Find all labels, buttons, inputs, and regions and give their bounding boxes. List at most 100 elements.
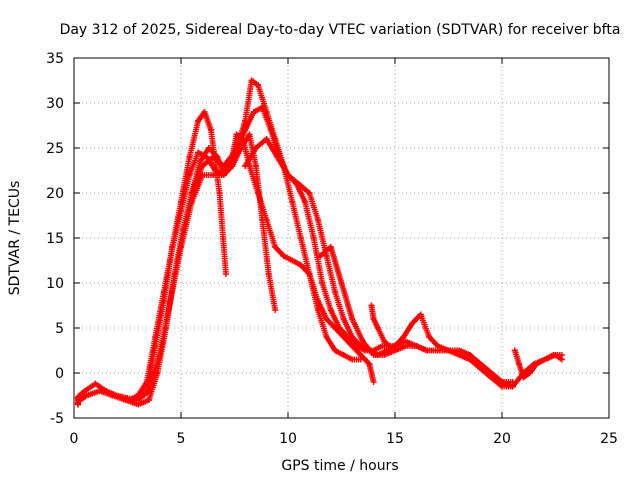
data-point xyxy=(135,397,142,403)
data-point xyxy=(516,361,523,367)
x-axis-label: GPS time / hours xyxy=(281,458,398,474)
data-point xyxy=(216,190,223,196)
y-tick-label: 15 xyxy=(46,231,64,247)
data-point xyxy=(205,145,212,151)
x-tick-label: 5 xyxy=(177,431,186,447)
data-point xyxy=(499,383,505,390)
data-point xyxy=(252,163,259,169)
data-point xyxy=(381,338,388,345)
x-tick-label: 0 xyxy=(70,431,79,447)
data-point xyxy=(289,257,296,264)
data-point xyxy=(248,77,255,84)
data-point xyxy=(374,325,381,331)
x-tick-label: 10 xyxy=(279,431,297,447)
data-point xyxy=(520,374,527,381)
data-point xyxy=(143,379,150,385)
chart-title: Day 312 of 2025, Sidereal Day-to-day VTE… xyxy=(60,22,621,38)
data-point xyxy=(242,127,249,133)
data-point xyxy=(126,397,133,403)
series-track xyxy=(317,244,514,385)
data-point xyxy=(392,347,398,354)
data-point xyxy=(400,334,407,340)
data-point xyxy=(274,154,281,160)
data-point xyxy=(402,343,409,349)
data-point xyxy=(526,370,533,376)
data-point xyxy=(379,343,386,349)
data-point xyxy=(220,163,227,169)
data-point xyxy=(109,392,116,399)
data-point xyxy=(332,347,339,354)
data-point xyxy=(370,352,377,358)
y-axis-label: SDTVAR / TECUs xyxy=(7,181,23,296)
data-point xyxy=(272,244,279,250)
data-point xyxy=(381,352,388,358)
grid xyxy=(74,58,609,418)
data-point xyxy=(533,361,540,367)
data-point xyxy=(280,253,287,259)
data-point xyxy=(210,172,217,178)
data-point xyxy=(188,199,195,205)
data-point xyxy=(340,352,347,358)
data-point xyxy=(306,190,313,196)
data-point xyxy=(195,149,202,156)
data-point xyxy=(302,199,309,205)
data-point xyxy=(267,127,274,133)
data-point xyxy=(263,136,270,142)
data-point xyxy=(336,325,343,331)
data-point xyxy=(558,352,565,358)
data-point xyxy=(81,388,88,394)
data-point xyxy=(178,208,184,214)
data-point xyxy=(222,271,229,277)
data-point xyxy=(242,163,249,169)
data-point xyxy=(417,311,424,318)
data-point xyxy=(466,352,473,358)
data-point xyxy=(231,149,238,156)
data-point xyxy=(263,217,270,223)
data-point xyxy=(297,262,304,268)
data-point xyxy=(315,298,321,304)
data-point xyxy=(250,109,257,115)
data-point xyxy=(169,244,176,250)
data-point xyxy=(323,253,330,259)
y-tick-label: 25 xyxy=(46,141,64,157)
data-point xyxy=(167,298,174,304)
data-point xyxy=(186,172,193,178)
data-point xyxy=(424,347,431,354)
y-tick-label: 5 xyxy=(55,321,64,337)
data-point xyxy=(323,334,330,340)
data-point xyxy=(265,271,272,277)
series-track-7 xyxy=(317,244,516,385)
x-tick-label: 15 xyxy=(386,431,404,447)
data-point xyxy=(409,320,416,327)
data-point xyxy=(541,356,548,363)
data-point xyxy=(295,181,302,187)
data-point xyxy=(426,334,433,340)
data-point xyxy=(445,347,452,354)
data-point xyxy=(83,392,90,399)
data-point xyxy=(152,334,159,340)
data-point xyxy=(203,154,210,160)
data-point xyxy=(208,127,214,133)
data-point xyxy=(550,352,557,358)
data-point xyxy=(509,383,516,390)
data-point xyxy=(195,118,202,124)
data-point xyxy=(413,343,420,349)
data-point xyxy=(310,235,317,241)
data-point xyxy=(327,307,334,313)
y-tick-label: 30 xyxy=(46,96,64,112)
data-point xyxy=(306,271,313,277)
y-tick-label: 10 xyxy=(46,276,64,292)
data-point xyxy=(259,104,266,111)
data-point xyxy=(145,388,152,394)
data-point xyxy=(317,253,324,259)
data-point xyxy=(199,163,206,169)
data-point xyxy=(477,365,484,372)
data-point xyxy=(285,172,291,178)
data-points xyxy=(75,77,565,408)
data-point xyxy=(92,380,99,387)
y-tick-label: -5 xyxy=(50,411,64,427)
data-point xyxy=(156,352,163,358)
data-point xyxy=(434,347,441,354)
data-point xyxy=(252,145,259,151)
